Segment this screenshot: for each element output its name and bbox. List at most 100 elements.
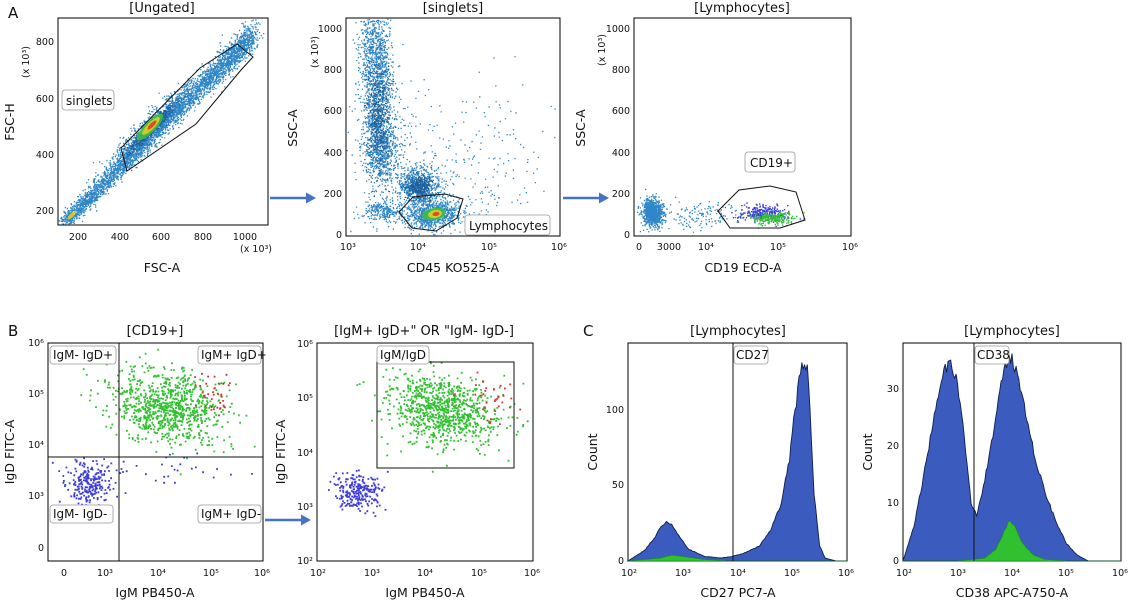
plot-cd19-quadrant: [CD19+] IgM- IgD+ IgM+ IgD+ IgM- IgD- Ig… [2, 324, 270, 600]
y-axis-label: Count [860, 433, 875, 470]
igm-neg-igd-neg-events [51, 452, 253, 514]
x-tick: 10⁵ [770, 242, 786, 253]
y-tick: 10 [887, 498, 899, 509]
y-tick: 600 [612, 106, 630, 117]
scatter-points [58, 19, 265, 225]
x-axis-label: CD19 ECD-A [704, 260, 782, 275]
x-tick: 10⁴ [730, 568, 746, 579]
arrows [265, 192, 609, 526]
arrow-ungated-to-singlets [270, 192, 316, 204]
x-axis-label: IgM PB450-A [385, 585, 465, 600]
marker-label-box [733, 345, 769, 365]
y-tick: 800 [612, 65, 630, 76]
x-tick-labels: 10² 10³ 10⁴ 10⁵ 10⁶ [310, 568, 540, 579]
histogram-series-subset [903, 520, 1121, 562]
cell-events [346, 18, 556, 236]
quadrant-label-box [49, 504, 114, 524]
x-tick-labels: 200 400 600 800 1000 [69, 232, 257, 243]
lymphocytes-gate [398, 193, 464, 232]
y-tick: 600 [324, 106, 342, 117]
y-tick: 400 [324, 148, 342, 159]
igm-igd-gate [376, 361, 515, 469]
x-tick: 10⁵ [203, 568, 219, 579]
y-tick: 10⁴ [297, 448, 313, 459]
panel-letter-a: A [8, 4, 19, 22]
y-tick: 0 [38, 543, 44, 554]
x-tick: 400 [111, 232, 129, 243]
cd19-gate-label: CD19+ [750, 156, 793, 170]
plot-title: [CD19+] [127, 324, 184, 339]
singlets-gate [120, 43, 254, 172]
y-axis-label: IgD FITC-A [273, 419, 288, 484]
lymphocytes-gate-label: Lymphocytes [469, 219, 548, 233]
scatter-points [51, 348, 256, 514]
cell-events [637, 188, 765, 233]
x-tick: 0 [636, 242, 642, 253]
y-tick-labels: 0 50 100 [606, 405, 624, 567]
x-tick-labels: 0 3000 10⁴ 10⁵ 10⁶ [636, 242, 858, 253]
y-tick: 0 [336, 230, 342, 241]
density-contour-core [147, 120, 157, 130]
x-tick: 10³ [340, 242, 356, 253]
x-tick: 10³ [675, 568, 691, 579]
y-tick: 1000 [606, 24, 630, 35]
cd27-marker-label: CD27 [736, 348, 769, 362]
y-tick-labels: 200 400 600 800 [36, 37, 54, 217]
y-tick: 800 [36, 37, 54, 48]
quadrant-label-box [197, 504, 262, 524]
plot-frame [633, 17, 852, 237]
y-tick: 10³ [297, 502, 313, 513]
x-tick: 1000 [233, 232, 257, 243]
plot-frame [57, 17, 269, 226]
cd38-marker-label: CD38 [977, 348, 1010, 362]
gate-label-box [744, 151, 796, 173]
plot-singlets: [singlets] Lymphocytes 10³ 10⁴ 10⁵ 10⁶ 0… [285, 1, 567, 275]
quadrant-label-igm-neg-igd-pos: IgM- IgD+ [53, 348, 113, 362]
plot-frame [316, 342, 534, 562]
x-tick: 200 [69, 232, 87, 243]
marker-label-box [974, 345, 1010, 365]
panel-letter-c: C [583, 322, 593, 340]
arrow-singlets-to-lymphocytes [563, 192, 609, 204]
x-tick-labels: 10² 10³ 10⁴ 10⁵ 10⁶ [896, 568, 1128, 579]
plot-cd27-histogram: [Lymphocytes] CD27 10² 10³ 10⁴ 10⁵ 10⁶ 0… [585, 324, 854, 600]
x-tick: 10⁴ [417, 568, 433, 579]
plot-title: [Ungated] [129, 1, 194, 16]
y-tick: 0 [618, 556, 624, 567]
y-tick: 20 [887, 441, 899, 452]
igm-pos-igd-pos-events [80, 348, 256, 476]
x-tick: 10² [310, 568, 326, 579]
plot-title: [IgM+ IgD+" OR "IgM- IgD-] [334, 324, 514, 339]
y-tick: 400 [612, 148, 630, 159]
y-tick: 100 [606, 405, 624, 416]
double-negative-events [328, 469, 389, 518]
singlets-gate-label: singlets [66, 94, 112, 108]
x-tick: 10⁵ [481, 242, 497, 253]
quadrant-label-box [197, 345, 262, 365]
y-tick-labels: 10² 10³ 10⁴ 10⁵ 10⁶ [297, 339, 313, 567]
y-axis-label: Count [585, 433, 600, 470]
x-axis-label: CD38 APC-A750-A [956, 585, 1069, 600]
scatter-points [637, 188, 805, 233]
y-tick: 10⁶ [297, 339, 313, 350]
arrow-quadrant-to-igm-igd [265, 514, 311, 526]
x-tick: 10⁶ [842, 242, 858, 253]
plot-title: [singlets] [423, 1, 484, 16]
gate-label-box [464, 214, 551, 236]
y-tick: 0 [624, 230, 630, 241]
x-tick: 10⁴ [410, 242, 426, 253]
x-tick: 600 [152, 232, 170, 243]
y-tick: 10⁵ [28, 389, 44, 400]
gate-label-box [376, 345, 430, 365]
y-unit: (x 10³) [597, 34, 608, 66]
y-tick-labels: 0 10³ 10⁴ 10⁵ 10⁶ [28, 338, 44, 554]
igm-high-events [194, 372, 231, 417]
x-tick: 10⁵ [1058, 568, 1074, 579]
x-tick: 10⁴ [150, 568, 166, 579]
x-axis-label: IgM PB450-A [115, 585, 195, 600]
y-tick: 200 [36, 206, 54, 217]
y-unit: (x 10³) [21, 46, 32, 78]
x-tick-labels: 10² 10³ 10⁴ 10⁵ 10⁶ [621, 568, 854, 579]
x-axis-label: CD27 PC7-A [700, 585, 776, 600]
